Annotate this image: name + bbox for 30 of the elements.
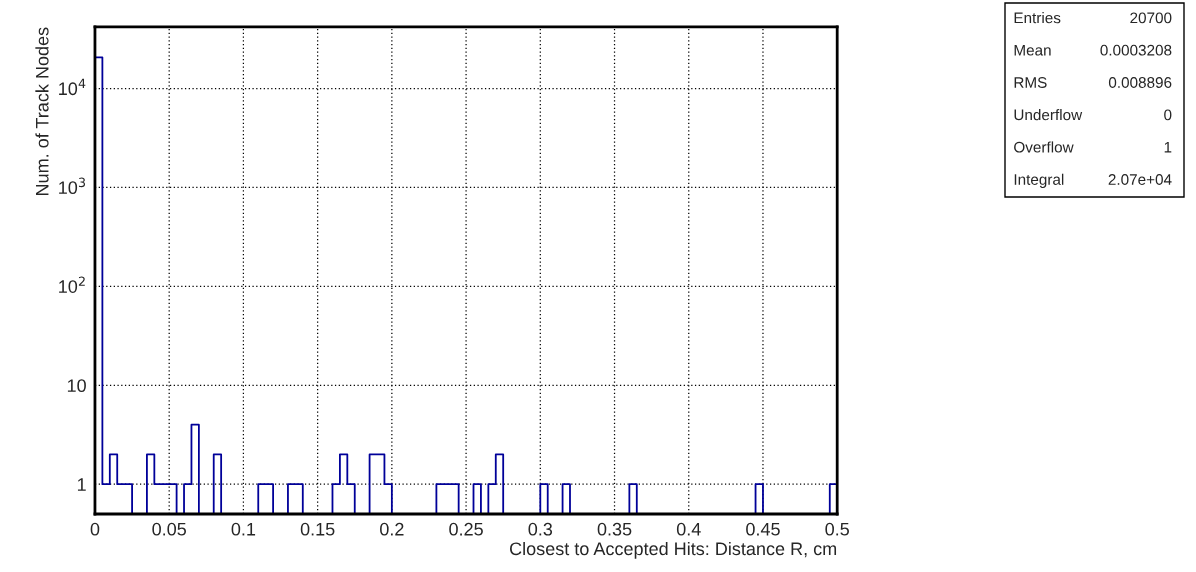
text: Integral xyxy=(1014,173,1064,188)
x-tick-label: 0.15 xyxy=(300,522,335,536)
x-tick-label: 0.5 xyxy=(825,522,849,536)
x-axis-title: Closest to Accepted Hits: Distance R, cm xyxy=(510,541,837,559)
y-tick-label: 10$^{4}$ xyxy=(59,78,86,96)
text: RMS xyxy=(1014,77,1047,88)
text: Mean xyxy=(1014,44,1051,56)
y-tick-label: 10$^{2}$ xyxy=(59,276,85,293)
text: 0 xyxy=(1164,109,1172,121)
x-tick-label: 0.3 xyxy=(528,522,553,536)
text: 0.0003208 xyxy=(1100,44,1172,56)
y-tick-label: 1 xyxy=(77,478,86,491)
x-tick-label: 0.35 xyxy=(597,522,632,536)
text: Underflow xyxy=(1014,109,1083,121)
x-tick-label: 0.05 xyxy=(152,522,186,536)
text: Entries xyxy=(1014,12,1061,24)
text: 20700 xyxy=(1130,12,1172,24)
x-tick-label: 0 xyxy=(90,522,100,536)
y-tick-label: 10 xyxy=(67,379,86,393)
y-tick-label: 10$^{3}$ xyxy=(59,177,86,195)
x-tick-label: 0.4 xyxy=(676,522,701,536)
text: 1 xyxy=(1164,141,1172,153)
text: 2.07e+04 xyxy=(1108,174,1172,185)
x-tick-label: 0.25 xyxy=(449,522,483,536)
y-axis-title: Num. of Track Nodes xyxy=(35,27,49,195)
x-tick-label: 0.1 xyxy=(231,522,256,536)
x-tick-label: 0.2 xyxy=(380,522,404,536)
text: 0.008896 xyxy=(1108,77,1172,88)
x-tick-label: 0.45 xyxy=(746,522,780,536)
text: Overflow xyxy=(1014,141,1074,153)
